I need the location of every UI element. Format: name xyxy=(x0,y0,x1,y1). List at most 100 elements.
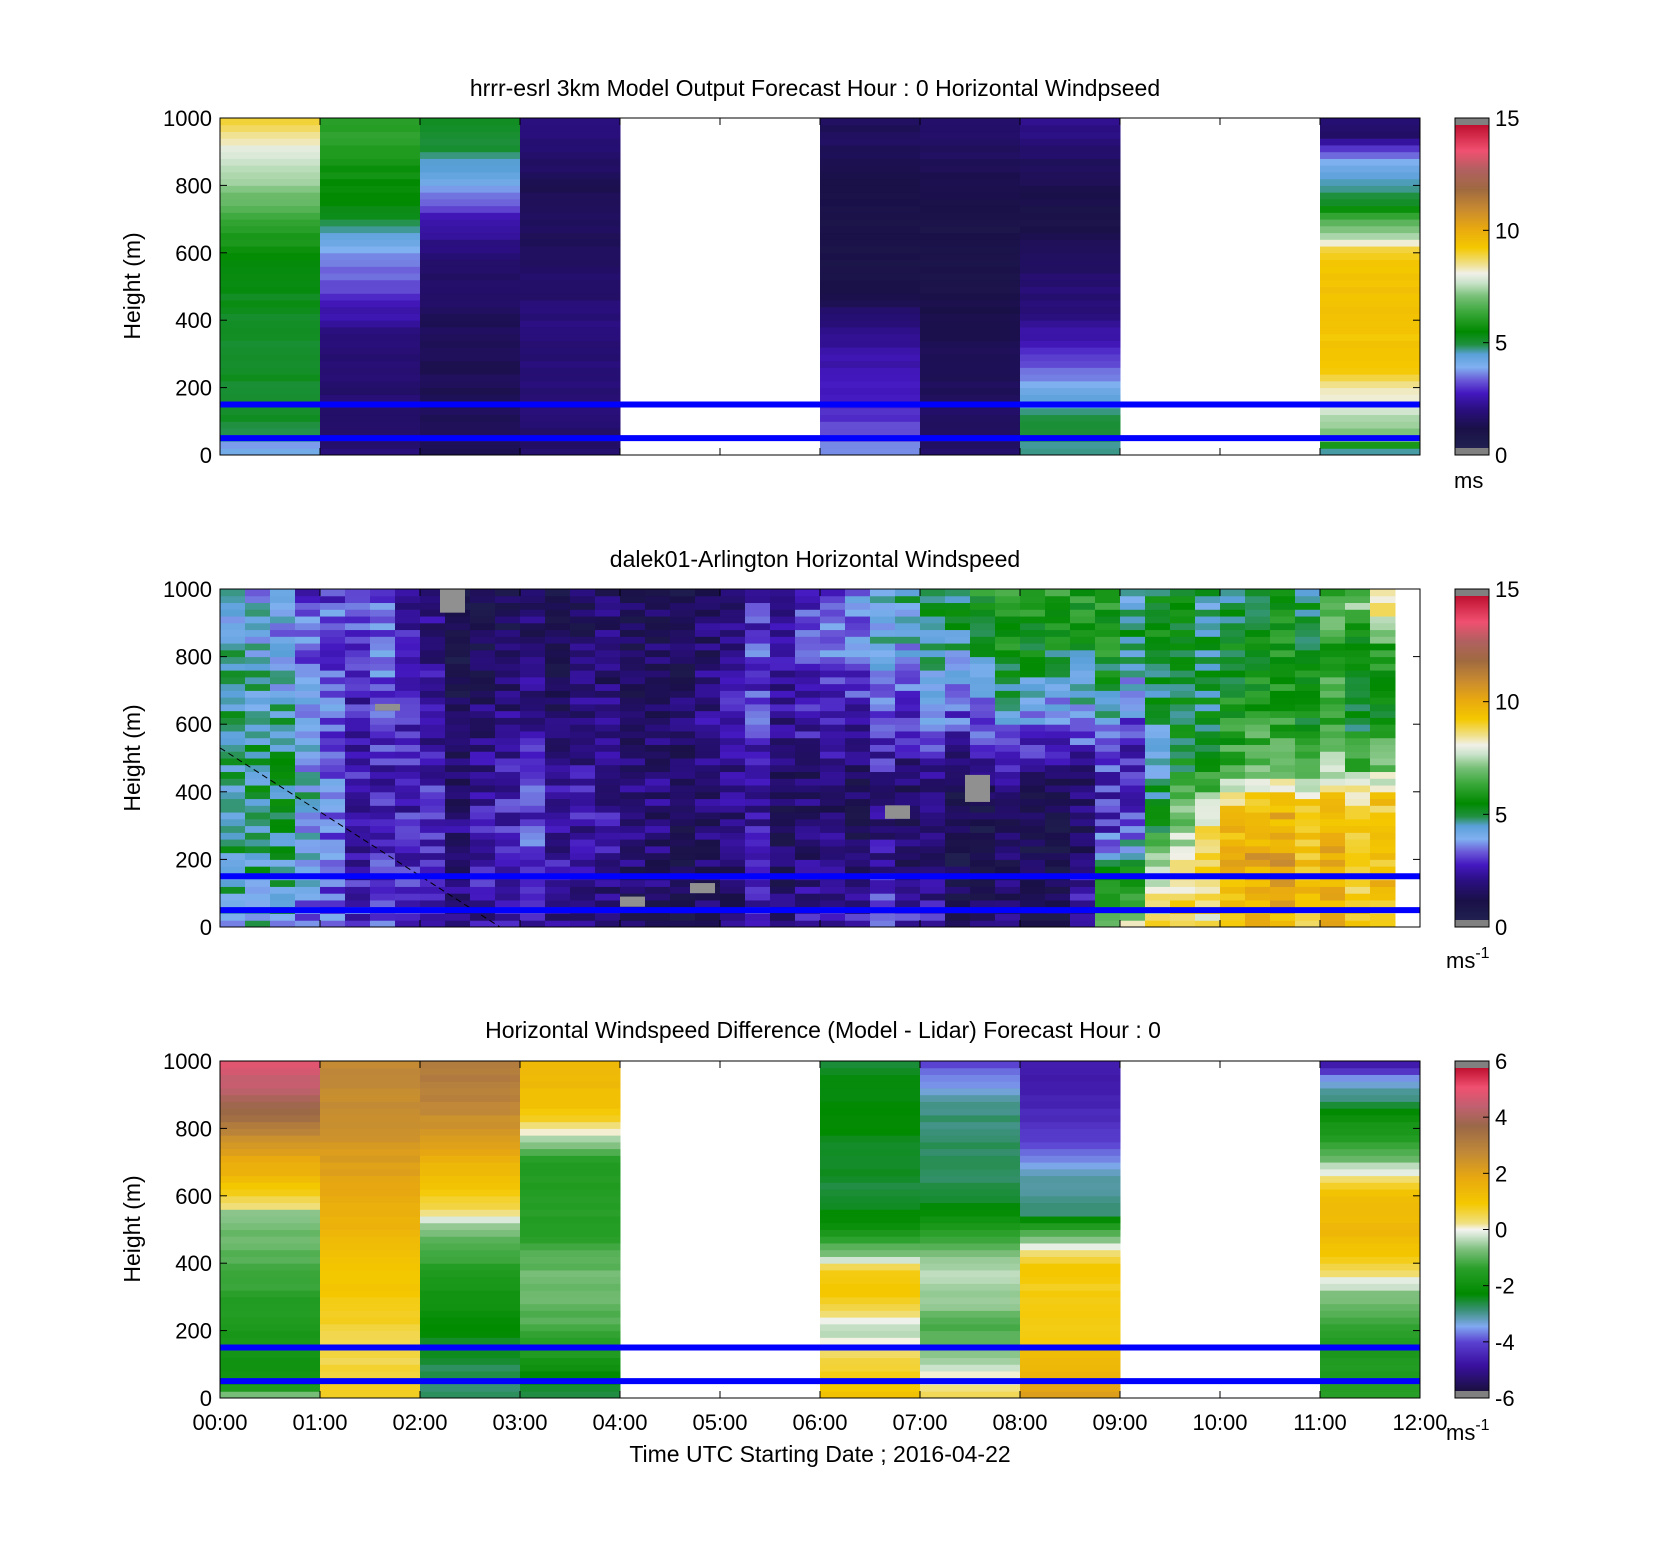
heatmap-cell xyxy=(820,703,846,712)
heatmap-cell xyxy=(695,697,721,705)
heatmap-cell xyxy=(570,697,596,705)
heatmap-cell xyxy=(920,1263,1021,1271)
heatmap-cell xyxy=(820,609,846,617)
heatmap-cell xyxy=(820,1162,921,1170)
heatmap-cell xyxy=(220,1121,321,1129)
heatmap-cell xyxy=(245,676,271,685)
heatmap-cell xyxy=(820,1384,921,1392)
heatmap-cell xyxy=(520,710,546,718)
heatmap-cell xyxy=(920,744,946,752)
heatmap-cell xyxy=(1070,663,1096,671)
heatmap-cell xyxy=(1020,1317,1121,1325)
heatmap-cell xyxy=(920,710,946,718)
heatmap-cell xyxy=(895,683,921,691)
heatmap-cell xyxy=(920,225,1021,234)
heatmap-cell xyxy=(220,151,321,159)
heatmap-cell xyxy=(320,1128,421,1136)
heatmap-cell xyxy=(220,1209,321,1217)
heatmap-cell xyxy=(695,643,721,651)
heatmap-cell xyxy=(970,886,996,894)
heatmap-cell xyxy=(770,812,796,820)
heatmap-cell xyxy=(645,670,671,678)
heatmap-cell xyxy=(420,387,521,395)
heatmap-cell xyxy=(1170,629,1196,637)
heatmap-cell xyxy=(720,649,746,658)
heatmap-cell xyxy=(1320,1202,1421,1210)
heatmap-cell xyxy=(745,703,771,712)
heatmap-cell xyxy=(595,744,621,752)
heatmap-cell xyxy=(1320,1168,1421,1177)
heatmap-cell xyxy=(920,1189,1021,1197)
heatmap-cell xyxy=(920,724,946,732)
heatmap-cell xyxy=(745,913,771,921)
heatmap-cell xyxy=(370,683,396,691)
heatmap-cell xyxy=(1320,1108,1421,1116)
heatmap-cell xyxy=(695,595,721,604)
heatmap-cell xyxy=(1320,1384,1421,1392)
heatmap-cell xyxy=(645,866,671,874)
heatmap-cell xyxy=(445,771,471,779)
heatmap-cell xyxy=(495,818,521,827)
heatmap-cell xyxy=(295,663,321,671)
heatmap-cell xyxy=(1220,670,1246,678)
heatmap-cell xyxy=(1345,737,1371,745)
heatmap-cell xyxy=(795,778,821,786)
heatmap-cell xyxy=(945,771,971,779)
heatmap-cell xyxy=(695,717,721,725)
heatmap-cell xyxy=(1295,866,1321,874)
heatmap-cell xyxy=(1220,616,1246,624)
heatmap-cell xyxy=(1020,1135,1121,1143)
heatmap-cell xyxy=(595,609,621,617)
heatmap-cell xyxy=(395,690,421,698)
colorbar-unit-lidar: ms-1 xyxy=(1446,945,1490,973)
heatmap-cell xyxy=(920,158,1021,166)
heatmap-cell xyxy=(645,778,671,786)
heatmap-cell xyxy=(370,670,396,678)
heatmap-cell xyxy=(220,131,321,139)
heatmap-cell xyxy=(1295,710,1321,718)
heatmap-cell xyxy=(1320,1263,1421,1271)
heatmap-cell xyxy=(1295,670,1321,678)
heatmap-cell xyxy=(470,825,496,833)
heatmap-cell xyxy=(220,697,246,705)
heatmap-cell xyxy=(1145,899,1171,908)
heatmap-cell xyxy=(1020,118,1121,126)
heatmap-cell xyxy=(895,724,921,732)
heatmap-cell xyxy=(1370,859,1396,867)
heatmap-cell xyxy=(1020,299,1121,308)
y-tick-label: 0 xyxy=(200,1386,212,1411)
heatmap-cell xyxy=(220,798,246,806)
heatmap-cell xyxy=(420,333,521,341)
heatmap-cell xyxy=(320,212,421,220)
heatmap-cell xyxy=(545,649,571,658)
heatmap-cell xyxy=(845,629,871,637)
heatmap-cell xyxy=(1270,879,1296,887)
missing-data-cell xyxy=(690,883,715,894)
heatmap-cell xyxy=(1020,1182,1121,1190)
heatmap-cell xyxy=(520,171,621,180)
heatmap-cell xyxy=(420,886,446,894)
heatmap-cell xyxy=(970,663,996,671)
heatmap-cell xyxy=(1170,609,1196,617)
heatmap-cell xyxy=(870,703,896,712)
heatmap-cell xyxy=(445,886,471,894)
heatmap-cell xyxy=(270,913,296,921)
heatmap-cell xyxy=(470,629,496,637)
heatmap-cell xyxy=(1270,602,1296,610)
heatmap-cell xyxy=(820,1114,921,1123)
heatmap-cell xyxy=(220,1317,321,1325)
heatmap-cell xyxy=(1020,151,1121,159)
heatmap-cell xyxy=(1045,643,1071,651)
heatmap-cell xyxy=(1095,724,1121,732)
heatmap-cell xyxy=(945,703,971,712)
heatmap-cell xyxy=(770,690,796,698)
heatmap-cell xyxy=(1295,791,1321,800)
heatmap-cell xyxy=(645,724,671,732)
heatmap-cell xyxy=(970,758,996,766)
heatmap-cell xyxy=(420,151,521,159)
heatmap-cell xyxy=(1320,1195,1421,1204)
heatmap-cell xyxy=(270,730,296,739)
missing-data-cell xyxy=(965,774,990,802)
heatmap-cell xyxy=(295,825,321,833)
